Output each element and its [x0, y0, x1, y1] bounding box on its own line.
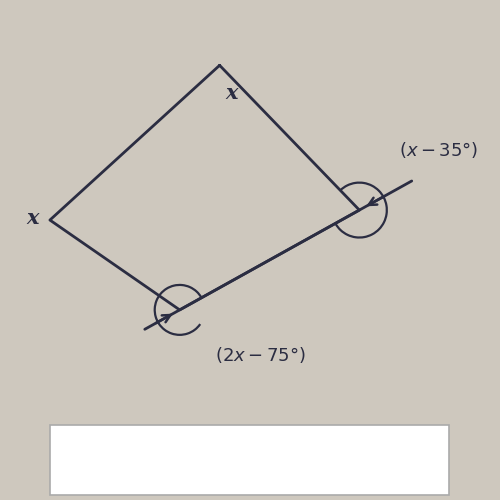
Text: x: x — [26, 208, 38, 228]
Text: x: x — [226, 83, 238, 103]
Text: $(x - 35°)$: $(x - 35°)$ — [400, 140, 478, 160]
Text: $(2x - 75°)$: $(2x - 75°)$ — [214, 345, 305, 365]
FancyBboxPatch shape — [50, 424, 449, 494]
